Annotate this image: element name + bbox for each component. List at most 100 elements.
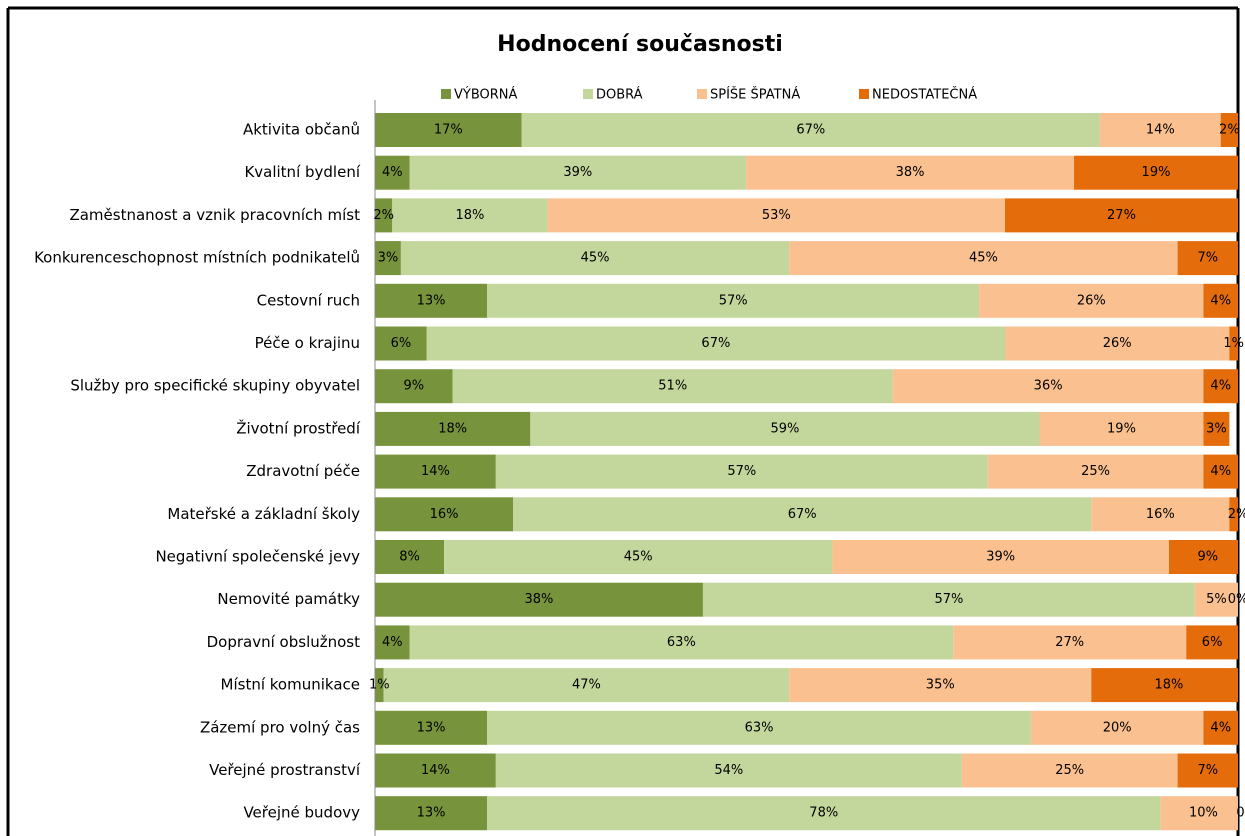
bar-segment [375, 198, 393, 233]
bar-segment [513, 497, 1092, 532]
data-label: 26% [1077, 293, 1106, 308]
bar-segment [953, 625, 1187, 660]
bar-segment [789, 241, 1178, 276]
data-label: 63% [745, 720, 774, 735]
bar-segment [375, 497, 514, 532]
bar-segment [530, 411, 1040, 446]
legend-swatch [441, 89, 451, 99]
data-label: 14% [421, 763, 450, 778]
data-label: 9% [404, 379, 425, 394]
bar-segment [987, 454, 1204, 489]
y-tick-label: Veřejné prostranství [209, 761, 361, 779]
bar-segment [495, 753, 962, 788]
data-label: 3% [378, 251, 399, 266]
legend-label: NEDOSTATEČNÁ [872, 87, 977, 103]
bar-segment [1177, 753, 1238, 788]
bar-segment [1168, 540, 1238, 574]
y-tick-label: Místní komunikace [221, 676, 360, 694]
bar-segment [392, 198, 548, 233]
data-label: 2% [1219, 123, 1240, 138]
bar-segment [1203, 283, 1238, 318]
bar-segment [375, 668, 384, 703]
legend-label: VÝBORNÁ [454, 87, 518, 103]
y-tick-label: Kvalitní bydlení [244, 163, 360, 181]
y-tick-label: Péče o krajinu [255, 334, 360, 352]
legend-swatch [583, 89, 593, 99]
data-label: 57% [934, 592, 963, 607]
data-label: 18% [438, 421, 467, 436]
y-tick-label: Cestovní ruch [257, 291, 360, 309]
data-label: 78% [809, 806, 838, 821]
bar-segment [375, 411, 531, 446]
data-label: 53% [762, 208, 791, 223]
y-tick-label: Zdravotní péče [246, 462, 360, 480]
bar-segment [832, 540, 1169, 574]
y-tick-label: Služby pro specifické skupiny obyvatel [70, 377, 360, 395]
bar-segment [426, 326, 1005, 361]
bar-segment [375, 113, 522, 147]
bar-segment [1004, 326, 1230, 361]
bar-segment [1203, 454, 1238, 489]
plot [375, 113, 1238, 831]
bar-segment [375, 283, 488, 318]
data-label: 67% [788, 507, 817, 522]
bar-segment [1004, 198, 1238, 233]
data-label: 9% [1197, 550, 1218, 565]
data-label: 4% [382, 635, 403, 650]
bar-segment [1091, 668, 1238, 703]
bar-segment [1074, 155, 1238, 190]
data-label: 19% [1107, 421, 1136, 436]
bar-segment [1030, 710, 1204, 745]
data-label: 18% [1155, 678, 1184, 693]
legend-swatch [697, 89, 707, 99]
data-label: 3% [1206, 421, 1227, 436]
data-label: 45% [624, 550, 653, 565]
bar-segment [375, 326, 427, 361]
bar-segment [1160, 796, 1238, 831]
data-label: 45% [581, 251, 610, 266]
data-label: 16% [1146, 507, 1175, 522]
bar-segment [375, 454, 496, 489]
bar-segment [1203, 369, 1238, 404]
legend: VÝBORNÁ DOBRÁ SPÍŠE ŠPATNÁ NEDOSTATEČNÁ [441, 87, 977, 103]
data-label: 6% [391, 336, 412, 351]
bar-segment [1203, 710, 1238, 745]
bar-segment [1220, 113, 1238, 147]
data-label: 4% [1210, 720, 1231, 735]
bar-segment [400, 241, 790, 276]
y-tick-label: Mateřské a základní školy [167, 505, 360, 523]
data-label: 19% [1142, 165, 1171, 180]
data-label: 67% [796, 123, 825, 138]
bar-segment [409, 625, 954, 660]
data-label: 2% [373, 208, 394, 223]
bar-segment [375, 753, 496, 788]
data-label: 1% [1223, 336, 1244, 351]
bar-segment [1229, 497, 1238, 532]
data-label: 35% [926, 678, 955, 693]
data-label: 2% [1228, 507, 1245, 522]
data-label: 25% [1055, 763, 1084, 778]
data-label: 14% [421, 464, 450, 479]
data-label: 25% [1081, 464, 1110, 479]
data-label: 67% [701, 336, 730, 351]
legend-swatch [859, 89, 869, 99]
bar-segment [746, 155, 1075, 190]
chart-title: Hodnocení současnosti [497, 32, 783, 57]
data-label: 13% [417, 806, 446, 821]
data-label: 1% [369, 678, 390, 693]
y-tick-label: Konkurenceschopnost místních podnikatelů [34, 249, 360, 267]
data-label: 39% [986, 550, 1015, 565]
data-label: 4% [1210, 379, 1231, 394]
bar-segment [1099, 113, 1221, 147]
data-label: 17% [434, 123, 463, 138]
bar-segment [375, 582, 703, 617]
data-label: 51% [658, 379, 687, 394]
bar-segment [375, 540, 445, 574]
data-label: 0% [1228, 592, 1245, 607]
bar-segment [961, 753, 1178, 788]
bar-segment [702, 582, 1195, 617]
data-label: 57% [727, 464, 756, 479]
data-label: 36% [1034, 379, 1063, 394]
bar-segment [1091, 497, 1230, 532]
